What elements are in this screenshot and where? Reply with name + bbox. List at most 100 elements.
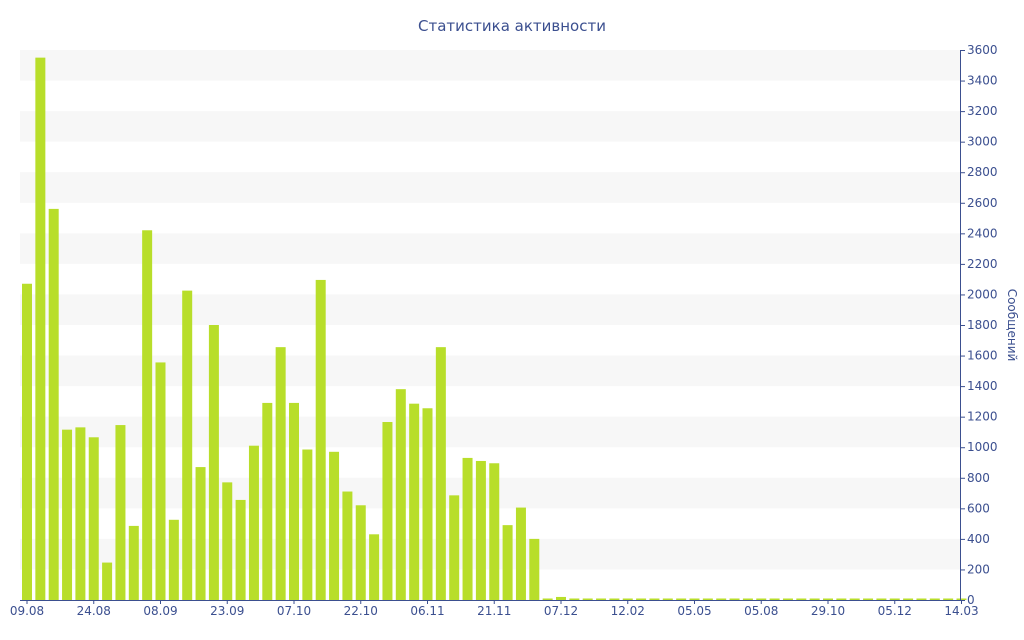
y-tick-label: 3200 — [967, 104, 998, 118]
bar — [849, 598, 860, 600]
y-tick-label: 3000 — [967, 135, 998, 149]
bar — [168, 519, 179, 600]
bar — [128, 525, 139, 600]
x-tick-label: 23.09 — [210, 604, 244, 618]
bar — [809, 598, 820, 600]
bar — [596, 598, 607, 600]
bar — [88, 437, 99, 600]
bar — [248, 445, 259, 600]
bar — [729, 598, 740, 600]
bar — [369, 534, 380, 600]
bar — [929, 598, 940, 600]
bar — [582, 598, 593, 600]
bar — [823, 598, 833, 600]
grid-bands — [20, 50, 960, 570]
x-tick-label: 07.10 — [277, 604, 311, 618]
bar — [676, 598, 687, 600]
x-tick-label: 12.02 — [611, 604, 645, 618]
bar — [742, 598, 753, 600]
bar — [716, 598, 727, 600]
bar — [208, 325, 219, 600]
bar — [395, 389, 406, 600]
bar — [769, 598, 780, 600]
x-tick-label: 22.10 — [344, 604, 378, 618]
bar — [515, 507, 526, 600]
y-tick-label: 2000 — [967, 287, 998, 301]
bar — [382, 422, 393, 600]
x-tick-label: 09.08 — [10, 604, 44, 618]
bar — [315, 279, 326, 600]
bar — [422, 408, 433, 600]
y-tick-label: 800 — [967, 471, 990, 485]
bar — [556, 596, 566, 600]
y-tick-label: 2200 — [967, 257, 998, 271]
bar — [943, 598, 954, 600]
bar — [195, 467, 206, 600]
y-tick-label: 600 — [967, 501, 990, 515]
bar — [916, 598, 927, 600]
y-tick-label: 400 — [967, 532, 990, 546]
y-tick-label: 200 — [967, 562, 990, 576]
bar — [75, 427, 86, 600]
y-axis-label: Сообщений — [1005, 289, 1019, 362]
x-tick-label: 14.03 — [944, 604, 978, 618]
y-tick-label: 3600 — [967, 43, 998, 57]
bar — [62, 429, 73, 600]
bar — [102, 562, 113, 600]
x-tick-label: 05.05 — [677, 604, 711, 618]
bar — [662, 598, 673, 600]
bar — [956, 598, 967, 600]
bar — [702, 598, 713, 600]
y-tick-label: 2800 — [967, 165, 998, 179]
bar — [622, 598, 633, 600]
bar — [302, 449, 313, 600]
bar — [329, 451, 340, 600]
bar — [649, 598, 660, 600]
y-axis: 0 200 400 600 800 1000 1200 1400 1600 1800 2000 220… — [960, 43, 998, 607]
y-tick-label: 1400 — [967, 379, 998, 393]
y-tick-label: 2400 — [967, 226, 998, 240]
bar — [48, 208, 59, 600]
bar — [222, 482, 233, 600]
bar — [475, 460, 486, 600]
grid-band — [20, 172, 960, 203]
x-tick-label: 21.11 — [477, 604, 511, 618]
bar — [262, 402, 273, 600]
x-tick-label: 29.10 — [811, 604, 845, 618]
bar — [689, 598, 700, 600]
grid-band — [20, 416, 960, 448]
bar — [542, 598, 553, 600]
bar — [355, 505, 366, 600]
grid-band — [20, 233, 960, 264]
bar — [889, 598, 900, 600]
bar — [609, 598, 620, 600]
bar — [182, 290, 193, 600]
y-tick-label: 1600 — [967, 349, 998, 363]
bar — [489, 463, 500, 600]
grid-band — [20, 50, 960, 81]
x-tick-label: 24.08 — [77, 604, 111, 618]
grid-band — [20, 355, 960, 387]
x-tick-label: 06.11 — [410, 604, 444, 618]
bar — [903, 598, 914, 600]
bar — [142, 230, 153, 600]
x-tick-label: 08.09 — [143, 604, 177, 618]
bar — [235, 499, 246, 600]
bar — [569, 598, 580, 600]
bar-series — [22, 57, 967, 600]
bar — [289, 402, 299, 600]
bar — [409, 403, 420, 600]
x-axis: 09.08 24.08 08.09 23.09 07.10 22.10 06.11 21.11… — [10, 600, 979, 618]
bar — [636, 598, 647, 600]
bar — [275, 347, 286, 600]
grid-band — [20, 111, 960, 142]
bar — [22, 283, 32, 600]
bar — [449, 495, 460, 600]
bar — [342, 491, 353, 600]
y-tick-label: 1800 — [967, 318, 998, 332]
y-tick-label: 3400 — [967, 74, 998, 88]
bar — [836, 598, 847, 600]
y-tick-label: 0 — [967, 593, 975, 607]
bar — [782, 598, 793, 600]
bar — [435, 347, 446, 600]
